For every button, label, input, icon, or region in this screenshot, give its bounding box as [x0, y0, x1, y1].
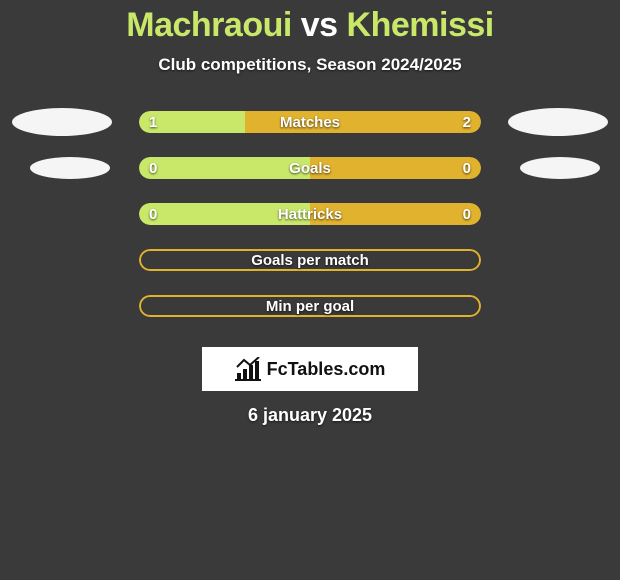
stat-label: Min per goal [139, 298, 481, 315]
stat-row: 1Matches2 [0, 111, 620, 133]
player2-avatar [508, 108, 608, 136]
player1-avatar [30, 157, 110, 179]
stats-rows: 1Matches2 0Goals0 0Hattricks0 Goals per mat… [0, 111, 620, 317]
stat-label: Goals per match [139, 252, 481, 269]
stat-row: Min per goal [0, 295, 620, 317]
stat-bar: 0Hattricks0 [139, 203, 481, 225]
subtitle: Club competitions, Season 2024/2025 [0, 55, 620, 75]
vs-text: vs [301, 6, 338, 44]
player2-avatar [520, 157, 600, 179]
stat-bar: 1Matches2 [139, 111, 481, 133]
stat-bar: Goals per match [139, 249, 481, 271]
fctables-logo: FcTables.com [202, 347, 418, 391]
stat-row: 0Hattricks0 [0, 203, 620, 225]
stat-row: 0Goals0 [0, 157, 620, 179]
player2-name: Khemissi [347, 6, 494, 44]
stat-bar: Min per goal [139, 295, 481, 317]
stat-label: Matches [139, 114, 481, 131]
player1-avatar [12, 108, 112, 136]
logo-text: FcTables.com [267, 359, 386, 380]
comparison-title: Machraoui vs Khemissi [0, 6, 620, 45]
stat-bar: 0Goals0 [139, 157, 481, 179]
player1-name: Machraoui [126, 6, 292, 44]
stat-row: Goals per match [0, 249, 620, 271]
stat-label: Hattricks [139, 206, 481, 223]
logo-tick-icon [236, 357, 260, 371]
stat-label: Goals [139, 160, 481, 177]
logo-chart-icon [235, 357, 261, 381]
date: 6 january 2025 [0, 405, 620, 426]
